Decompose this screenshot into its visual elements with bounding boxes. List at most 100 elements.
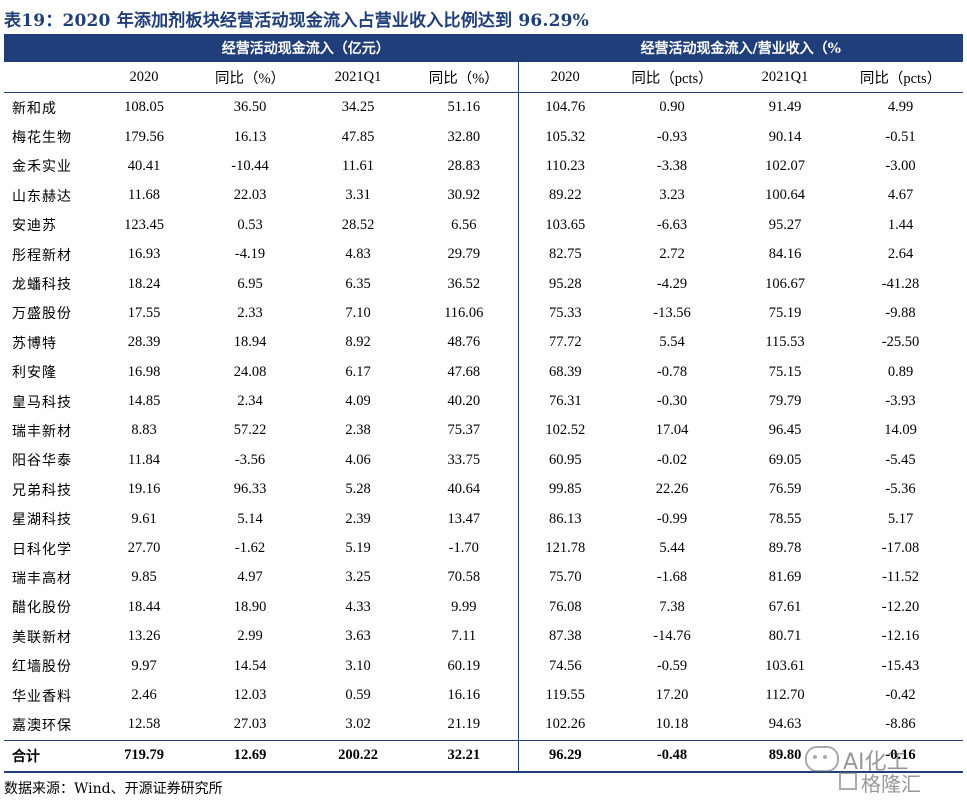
table-cell: 96.33 [233,481,267,498]
table-cell: 2.46 [131,687,157,703]
table-cell: 108.05 [124,99,164,116]
table-cell: 9.61 [131,510,157,527]
table-cell: -41.28 [881,275,920,292]
table-cell: 60.95 [548,451,582,468]
table-cell: -6.63 [656,216,688,233]
table-cell: 27.70 [127,540,161,557]
table-cell: 9.97 [131,657,157,674]
table-cell: 3.25 [345,569,371,586]
table-cell: 36.52 [410,269,519,299]
table-cell: 2.64 [887,246,914,263]
table-cell: 24.08 [233,363,267,380]
table-cell: 12.03 [233,687,267,703]
table-row: 美联新材 13.26 2.99 3.63 7.11 87.38 -14.76 80.71 -12… [4,622,963,652]
table-row: 彤程新材 16.93 -4.19 4.83 29.79 82.75 2.72 84.16 2.6… [4,239,963,270]
table-cell: 69.05 [768,451,802,468]
table-cell: -4.29 [656,275,688,292]
table-cell: 6.17 [345,363,371,380]
table-cell: 99.85 [548,481,582,498]
header-column-row: 2020 同比（%） 2021Q1 同比（%） 2020 同比（pcts） 20… [4,62,964,93]
table-cell: 11.84 [127,451,161,468]
table-row: 红墙股份 9.97 14.54 3.10 60.19 74.56 -0.59 103.61 -1… [4,651,963,681]
table-cell: -12.16 [881,628,920,645]
table-cell: 6.35 [345,275,371,292]
table-cell: 4.83 [345,246,371,263]
table-cell: 22.03 [233,187,267,204]
table-cell: 105.32 [545,128,586,145]
table-cell: 81.69 [768,569,802,586]
table-row: 兄弟科技 19.16 96.33 5.28 40.64 99.85 22.26 76.59 -5… [4,475,963,505]
table-cell: 47.85 [341,128,375,145]
table-cell: 95.27 [768,216,802,233]
table-cell: 94.63 [768,716,802,733]
column-header: 同比（pcts） [838,62,964,93]
table-cell: 9.99 [410,592,519,623]
table-cell: 11.68 [127,187,161,204]
table-cell: 5.19 [345,540,371,557]
table-cell: 719.79 [94,739,194,773]
table-cell: 5.17 [887,510,914,527]
table-row: 瑞丰新材 8.83 57.22 2.38 75.37 102.52 17.04 96.45 14… [4,416,963,446]
table-cell: 5.28 [345,481,371,498]
table-cell: -0.30 [656,393,688,410]
table-cell: 47.68 [410,357,519,387]
table-cell: 16.98 [127,363,161,380]
table-title: 表19：2020 年添加剂板块经营活动现金流入占营业收入比例达到 96.29% [4,11,589,31]
table-cell: 112.70 [765,687,805,703]
table-cell: 8.83 [131,422,157,439]
table-cell: 76.08 [548,598,582,615]
table-cell: 33.75 [410,445,519,476]
table-cell: 4.06 [345,451,371,468]
table-cell: -5.36 [885,481,916,498]
table-cell: 6.56 [410,210,519,240]
table-row: 瑞丰高材 9.85 4.97 3.25 70.58 75.70 -1.68 81.69 -11.… [4,563,963,593]
company-name: 梅花生物 [12,130,72,147]
table-cell: 68.39 [548,363,582,380]
table-cell: 16.93 [127,246,161,263]
table-row: 龙蟠科技 18.24 6.95 6.35 36.52 95.28 -4.29 106.67 -4… [4,269,963,299]
table-cell: 79.79 [768,393,802,410]
table-cell: 80.71 [768,628,802,645]
table-row: 新和成 108.05 36.50 34.25 51.16 104.76 0.90 91.49 4… [4,92,963,123]
table-cell: 102.07 [765,157,805,174]
table-cell: 17.20 [655,687,689,703]
table-cell: 0.53 [237,216,263,233]
table-cell: -17.08 [881,540,920,557]
table-cell: 75.33 [548,304,582,321]
table-cell: 103.65 [545,216,586,233]
company-name: 龙蟠科技 [12,277,72,294]
table-cell: 28.83 [410,151,519,182]
company-name: 阳谷华泰 [12,453,72,470]
table-cell: 0.59 [345,687,371,703]
table-cell: 91.49 [768,99,802,116]
table-row: 阳谷华泰 11.84 -3.56 4.06 33.75 60.95 -0.02 69.05 -5… [4,445,963,476]
table-cell: 70.58 [410,563,519,593]
table-cell: 9.85 [131,569,157,586]
table-row: 皇马科技 14.85 2.34 4.09 40.20 76.31 -0.30 79.79 -3.… [4,386,963,417]
company-name: 美联新材 [12,629,72,646]
header-name-col [4,62,94,93]
table-cell: 16.16 [410,680,519,711]
table-cell: 0.89 [887,363,914,380]
table-body: 新和成 108.05 36.50 34.25 51.16 104.76 0.90 91.49 4… [4,92,964,773]
header-group-row: 经营活动现金流入（亿元） 经营活动现金流入/营业收入（% [4,34,964,62]
company-name: 嘉澳环保 [12,717,72,734]
table-cell: -0.99 [656,510,688,527]
company-name: 皇马科技 [12,394,72,411]
table-cell: 12.58 [127,716,161,733]
table-cell: 4.97 [237,569,263,586]
gelonghui-logo-icon [839,772,857,790]
table-cell: -3.93 [885,393,916,410]
table-cell: -3.56 [234,451,266,468]
table-cell: 1.44 [887,216,914,233]
table-cell: 13.47 [410,504,519,534]
table-row: 醋化股份 18.44 18.90 4.33 9.99 76.08 7.38 67.61 -12.… [4,592,963,623]
table-cell: 96.29 [518,739,612,773]
table-cell: -0.93 [656,128,688,145]
header-group-cash-inflow: 经营活动现金流入（亿元） [94,34,519,62]
data-table: 经营活动现金流入（亿元） 经营活动现金流入/营业收入（% 2020 同比（%） … [4,34,964,773]
table-cell: 28.39 [127,334,161,351]
table-cell: 7.11 [410,622,519,652]
total-row: 合计 719.79 12.69 200.22 32.21 96.29 -0.48 89.80-… [4,739,964,773]
table-cell: 17.04 [655,422,689,439]
